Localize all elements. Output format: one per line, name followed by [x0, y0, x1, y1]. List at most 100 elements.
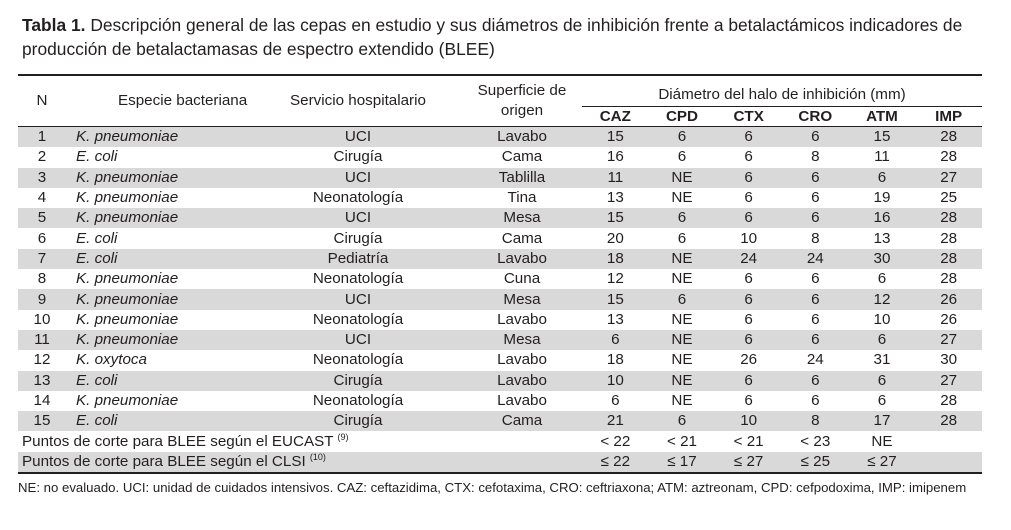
breakpoint-value: < 21 — [733, 432, 764, 450]
diameter-cell: 6 — [877, 392, 887, 409]
diameter-cell: 12 — [606, 270, 624, 288]
header-n: N — [18, 74, 66, 127]
diameter-cell: 6 — [811, 189, 820, 207]
diameter-cell: 11 — [582, 167, 649, 188]
breakpoint-value: < 23 — [800, 432, 831, 450]
diameter-cell: 6 — [781, 208, 849, 229]
diameter-cell: 30 — [940, 351, 958, 369]
table-row: 8 K. pneumoniae Neonatología Cuna 12 NE 6 6 6 28 — [18, 269, 982, 289]
species-cell: E. coli — [66, 370, 254, 391]
species-genus: K. — [76, 189, 91, 207]
header-servicio: Servicio hospitalario — [254, 74, 462, 127]
diameter-cell: 6 — [677, 148, 687, 166]
diameter-cell: 26 — [940, 310, 958, 328]
diameter-cell: 6 — [848, 167, 916, 188]
breakpoint-value: ≤ 27 — [848, 451, 916, 475]
table-row: 3 K. pneumoniae UCI Tablilla 11 NE 6 6 6 27 — [18, 167, 982, 188]
diameter-cell: 13 — [606, 310, 624, 328]
species-cell: E. coli — [66, 411, 254, 432]
diameter-cell: 10 — [715, 411, 782, 432]
diameter-cell: 13 — [873, 229, 891, 247]
diameter-cell: 6 — [781, 126, 849, 148]
superficie-cell: Lavabo — [497, 392, 547, 409]
diameter-cell: 26 — [740, 351, 758, 369]
diameter-cell: 24 — [806, 351, 824, 369]
breakpoint-ref: (10) — [309, 451, 326, 462]
breakpoint-label: Puntos de corte para BLEE según el EUCAS… — [22, 432, 334, 450]
servicio-cell: UCI — [254, 167, 462, 188]
species-genus: E. — [76, 229, 91, 247]
species-name: pneumoniae — [94, 168, 179, 186]
diameter-cell: 6 — [744, 270, 753, 288]
diameter-cell: 6 — [611, 392, 620, 409]
diameter-cell: 8 — [811, 148, 820, 166]
diameter-cell: 6 — [582, 329, 649, 351]
diameter-cell: 15 — [582, 208, 649, 229]
species-genus: E. — [76, 249, 91, 267]
servicio-cell: Neonatología — [312, 351, 404, 369]
diameter-cell: 28 — [940, 229, 958, 247]
diameter-cell: 28 — [915, 248, 982, 270]
species-genus: E. — [76, 412, 91, 430]
species-name: coli — [94, 371, 118, 389]
diameter-cell: 6 — [715, 289, 782, 310]
diameter-cell: 28 — [915, 208, 982, 229]
row-number: 3 — [18, 167, 66, 188]
superficie-cell: Lavabo — [462, 126, 582, 148]
diameter-cell: 6 — [715, 208, 782, 229]
diameter-cell: NE — [648, 248, 716, 270]
diameter-cell: NE — [648, 329, 716, 351]
diameter-cell: 18 — [606, 351, 624, 369]
diameter-cell: 27 — [915, 329, 982, 351]
header-antibiotic: CPD — [648, 106, 716, 127]
breakpoint-value: < 21 — [666, 432, 697, 450]
species-name: coli — [94, 148, 118, 166]
diameter-cell: 6 — [648, 126, 716, 148]
servicio-cell: UCI — [254, 329, 462, 351]
species-genus: K. — [76, 331, 91, 349]
diameter-cell: 6 — [744, 310, 753, 328]
diameter-cell: NE — [671, 392, 693, 409]
species-name: pneumoniae — [94, 189, 179, 207]
diameter-cell: 15 — [582, 289, 649, 310]
diameter-cell: NE — [648, 167, 716, 188]
diameter-cell: 15 — [582, 126, 649, 148]
header-antibiotic: IMP — [915, 106, 982, 127]
species-name: pneumoniae — [94, 392, 179, 409]
row-number: 7 — [18, 248, 66, 270]
species-genus: K. — [76, 392, 91, 409]
superficie-cell: Lavabo — [462, 248, 582, 270]
diameter-cell: 6 — [715, 370, 782, 391]
diameter-cell: 27 — [915, 167, 982, 188]
table-footnote: NE: no evaluado. UCI: unidad de cuidados… — [18, 480, 967, 495]
diameter-cell: 6 — [848, 370, 916, 391]
servicio-cell: UCI — [254, 208, 462, 229]
table-row: 2 E. coli Cirugía Cama 16 6 6 8 11 28 — [18, 147, 982, 167]
species-cell: E. coli — [66, 248, 254, 270]
diameter-cell: 25 — [940, 189, 958, 207]
diameter-cell: 8 — [781, 411, 849, 432]
row-number: 6 — [37, 229, 47, 247]
species-cell: K. pneumoniae — [66, 391, 254, 411]
superficie-cell: Cama — [462, 411, 582, 432]
servicio-cell: Neonatología — [312, 310, 404, 328]
breakpoint-value: ≤ 25 — [781, 451, 849, 475]
breakpoint-row: Puntos de corte para BLEE según el EUCAS… — [18, 431, 982, 451]
species-cell: K. pneumoniae — [66, 126, 254, 148]
servicio-cell: Cirugía — [333, 148, 383, 166]
row-number: 12 — [33, 351, 51, 369]
diameter-cell: 27 — [915, 370, 982, 391]
diameter-cell: 16 — [848, 208, 916, 229]
breakpoint-ref: (9) — [337, 431, 349, 442]
diameter-cell: 30 — [848, 248, 916, 270]
table-row: 7 E. coli Pediatría Lavabo 18 NE 24 24 30 28 — [18, 248, 982, 270]
diameter-cell: 6 — [811, 310, 820, 328]
diameter-cell: 6 — [781, 167, 849, 188]
servicio-cell: Neonatología — [312, 189, 404, 207]
species-genus: K. — [76, 270, 91, 288]
servicio-cell: Neonatología — [312, 270, 404, 288]
table-title: Descripción general de las cepas en estu… — [22, 15, 963, 59]
table-row: 10 K. pneumoniae Neonatología Lavabo 13 NE 6 6 1… — [18, 310, 982, 330]
species-cell: K. pneumoniae — [66, 289, 254, 310]
